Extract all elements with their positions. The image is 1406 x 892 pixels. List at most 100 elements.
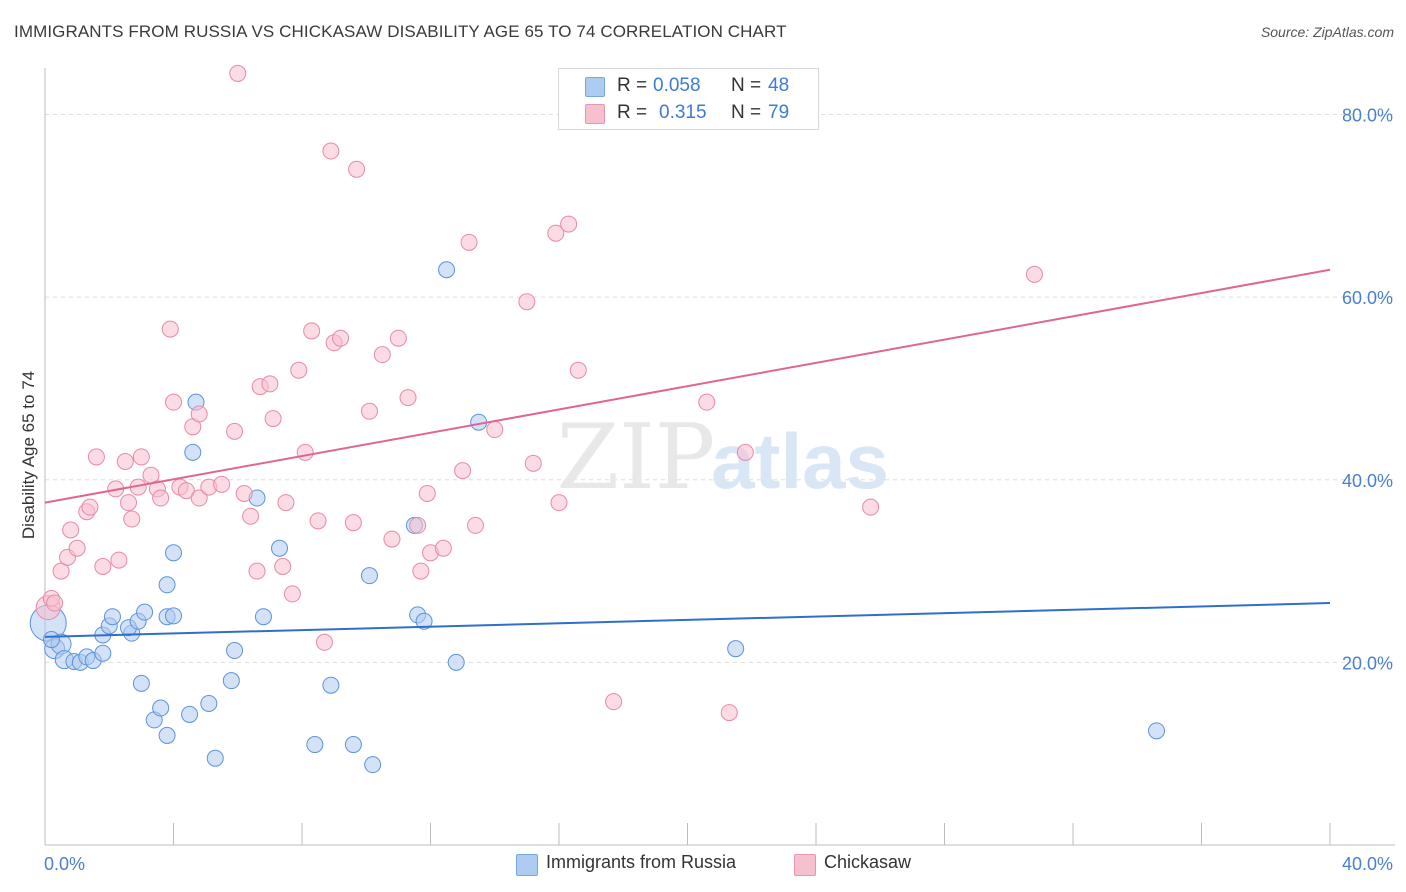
watermark-zip: ZIP <box>557 405 716 510</box>
russia-point <box>158 576 176 594</box>
tick-labels: 20.0% 40.0% 60.0% 80.0% 0.0% 40.0% <box>44 106 1393 874</box>
russia-point <box>222 672 240 690</box>
bottom-legend-swatch-chickasaw <box>794 854 816 876</box>
chickasaw-point <box>418 484 436 502</box>
russia-point <box>103 608 121 626</box>
legend-n-value: 79 <box>768 102 790 123</box>
chickasaw-point <box>264 410 282 428</box>
chickasaw-point <box>409 516 427 534</box>
russia-point <box>322 676 340 694</box>
russia-point <box>447 653 465 671</box>
axes <box>44 68 1395 846</box>
chickasaw-point <box>296 443 314 461</box>
chickasaw-point <box>87 448 105 466</box>
chickasaw-point <box>290 361 308 379</box>
russia-point <box>132 674 150 692</box>
chickasaw-point <box>383 530 401 548</box>
chickasaw-point <box>235 484 253 502</box>
russia-point <box>206 749 224 767</box>
chickasaw-point <box>120 494 138 512</box>
chickasaw-point <box>303 322 321 340</box>
data-points <box>29 64 1166 774</box>
chickasaw-point <box>52 562 70 580</box>
chickasaw-point <box>412 562 430 580</box>
chickasaw-point <box>360 402 378 420</box>
chickasaw-point <box>261 375 279 393</box>
russia-point <box>165 544 182 562</box>
chickasaw-trend-line <box>44 268 1331 504</box>
chickasaw-point <box>283 585 301 603</box>
chickasaw-point <box>569 361 587 379</box>
chickasaw-point <box>322 142 340 160</box>
russia-point <box>181 705 199 723</box>
russia-point <box>360 567 378 585</box>
chickasaw-point <box>486 421 504 439</box>
chickasaw-point <box>560 215 578 233</box>
chickasaw-point <box>698 393 716 411</box>
chickasaw-point <box>344 514 362 532</box>
chickasaw-point <box>309 512 327 530</box>
chickasaw-point <box>81 498 99 516</box>
russia-point <box>165 607 182 625</box>
legend-n-value: 48 <box>768 75 790 96</box>
chart-title: IMMIGRANTS FROM RUSSIA VS CHICKASAW DISA… <box>14 22 787 41</box>
chickasaw-point <box>229 64 247 82</box>
chickasaw-point <box>62 521 80 539</box>
chickasaw-point <box>862 498 880 516</box>
legend-r-value: 0.058 <box>653 75 701 96</box>
chickasaw-point <box>605 693 623 711</box>
legend-n-label: N = <box>731 75 762 96</box>
chickasaw-point <box>161 320 179 338</box>
chickasaw-point <box>177 482 195 500</box>
legend-swatch-russia <box>585 77 605 97</box>
russia-point <box>271 539 289 557</box>
chickasaw-point <box>94 558 112 576</box>
chickasaw-point <box>466 516 484 534</box>
chickasaw-point <box>547 224 565 242</box>
russia-point <box>415 612 433 630</box>
chickasaw-point <box>213 475 231 493</box>
y-tick-label: 40.0% <box>1342 471 1393 491</box>
x-tick-label: 40.0% <box>1342 854 1393 874</box>
legend-n-label: N = <box>731 102 762 123</box>
legend-r-label: R = <box>617 102 648 123</box>
chickasaw-point <box>460 233 478 251</box>
chickasaw-point <box>123 510 141 528</box>
y-tick-label: 80.0% <box>1342 106 1393 126</box>
y-tick-label: 60.0% <box>1342 288 1393 308</box>
russia-point <box>364 756 382 774</box>
chickasaw-point <box>116 453 134 470</box>
watermark: ZIP atlas <box>557 405 889 510</box>
chickasaw-point <box>389 329 407 347</box>
chickasaw-point <box>550 494 568 512</box>
chickasaw-point <box>68 539 86 557</box>
chickasaw-point <box>242 507 260 525</box>
chickasaw-point <box>720 704 738 722</box>
chickasaw-point <box>518 293 536 311</box>
russia-point <box>1148 722 1166 740</box>
x-tick-label: 0.0% <box>44 854 85 874</box>
chickasaw-point <box>332 329 350 347</box>
russia-point <box>152 699 170 717</box>
bottom-legend-label-russia: Immigrants from Russia <box>546 852 737 872</box>
chickasaw-point <box>190 489 208 507</box>
russia-point <box>727 640 745 658</box>
chickasaw-point <box>434 539 452 557</box>
chickasaw-point <box>454 462 472 480</box>
chickasaw-point <box>248 562 266 580</box>
bottom-legend-label-chickasaw: Chickasaw <box>824 852 912 872</box>
source-credit: Source: ZipAtlas.com <box>1260 24 1394 40</box>
chickasaw-point <box>1025 265 1043 283</box>
chickasaw-point <box>524 454 542 472</box>
russia-point <box>344 736 362 754</box>
gridlines <box>45 114 1395 663</box>
legend-r-label: R = <box>617 75 648 96</box>
russia-point <box>136 603 154 621</box>
chickasaw-point <box>399 389 417 407</box>
bottom-legend-swatch-russia <box>516 854 538 876</box>
russia-point <box>254 608 272 626</box>
russia-point <box>438 261 456 279</box>
russia-point <box>306 736 324 754</box>
russia-point <box>184 443 202 461</box>
legend-swatch-chickasaw <box>585 104 605 124</box>
